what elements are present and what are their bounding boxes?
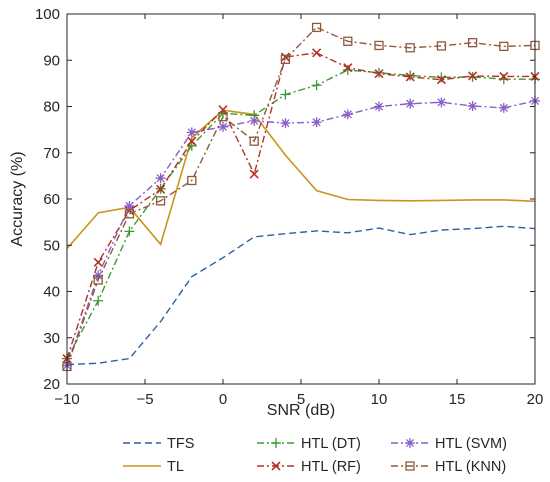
- ticks-layer: −10 −5 0 5 10 15 20 20 30 40 50 60 70 80 90 100: [35, 6, 543, 408]
- y-tick-label-2: 40: [43, 284, 60, 301]
- series-3-point-6: [249, 169, 259, 179]
- legend-marker-4: [405, 438, 415, 448]
- series-4-point-10: [374, 101, 384, 112]
- legend-marker-5: [405, 461, 415, 471]
- series-3-point-11: [405, 72, 415, 82]
- series-5-point-10: [374, 40, 384, 51]
- series-5-point-13: [467, 38, 478, 48]
- y-tick-label-1: 30: [43, 330, 60, 347]
- series-2-point-1: [93, 295, 104, 306]
- legend-entry-3: HTL (RF): [257, 459, 361, 475]
- series-3-point-9: [343, 63, 353, 73]
- series-5-point-14: [499, 41, 509, 52]
- series-3-point-14: [499, 71, 509, 82]
- series-5-point-5: [218, 112, 228, 122]
- y-tick-label-3: 50: [43, 237, 60, 254]
- legend-entry-1: TL: [123, 459, 184, 475]
- legend-label-0: TFS: [167, 436, 194, 452]
- series-3-point-10: [374, 69, 384, 79]
- series-4: [62, 95, 540, 371]
- series-4-point-14: [498, 102, 509, 113]
- series-5-point-4: [187, 175, 197, 186]
- series-layer: [62, 22, 540, 372]
- series-3-point-8: [312, 48, 322, 58]
- series-5-point-11: [405, 43, 415, 53]
- series-2-point-12: [436, 72, 447, 83]
- y-tick-label-0: 20: [43, 376, 60, 393]
- series-4-point-7: [280, 118, 291, 129]
- legend-marker-3: [271, 461, 281, 471]
- series-4-point-13: [467, 101, 478, 112]
- series-5-point-12: [436, 41, 447, 51]
- series-3-point-3: [156, 184, 166, 194]
- series-3-point-1: [93, 257, 103, 267]
- x-tick-label-1: −5: [136, 391, 153, 408]
- series-4-point-4: [186, 127, 197, 138]
- series-2-point-7: [280, 89, 291, 100]
- series-line-3: [66, 52, 535, 359]
- legend-label-2: HTL (DT): [301, 436, 361, 452]
- x-tick-label-4: 10: [371, 391, 388, 408]
- series-4-point-12: [436, 97, 447, 108]
- series-4-point-8: [311, 117, 322, 128]
- y-tick-label-5: 70: [43, 145, 60, 162]
- x-tick-label-2: 0: [219, 391, 227, 408]
- y-axis-label: Accuracy (%): [9, 151, 26, 246]
- x-tick-label-6: 20: [527, 391, 544, 408]
- legend-entry-4: HTL (SVM): [391, 436, 507, 452]
- legend-label-1: TL: [167, 459, 184, 475]
- series-5-point-7: [280, 54, 291, 64]
- x-axis-label: SNR (dB): [267, 402, 335, 419]
- series-2: [62, 64, 540, 364]
- series-5-point-1: [93, 275, 103, 285]
- legend-label-5: HTL (KNN): [435, 459, 506, 475]
- x-tick-label-3: 5: [297, 391, 305, 408]
- series-3-point-13: [468, 71, 478, 81]
- series-4-point-5: [218, 121, 228, 132]
- series-1: [66, 109, 536, 250]
- y-tick-label-8: 100: [35, 6, 60, 23]
- series-4-point-2: [124, 200, 135, 211]
- legend: TFS HTL (DT) HTL (SVM) TL HTL (RF) HTL (KNN): [123, 436, 507, 475]
- legend-marker-2: [271, 438, 281, 448]
- series-2-point-8: [311, 80, 322, 91]
- series-3-point-4: [187, 136, 197, 146]
- series-4-point-11: [405, 98, 416, 109]
- series-line-4: [66, 100, 536, 366]
- x-tick-label-5: 15: [449, 391, 466, 408]
- series-4-point-9: [342, 109, 353, 120]
- series-2-point-11: [405, 70, 416, 81]
- series-5: [62, 22, 540, 372]
- legend-entry-5: HTL (KNN): [391, 459, 506, 475]
- series-line-5: [66, 26, 536, 367]
- y-tick-label-4: 60: [43, 191, 60, 208]
- series-line-0: [66, 225, 536, 366]
- series-0: [66, 225, 536, 366]
- legend-entry-0: TFS: [123, 436, 194, 452]
- series-5-point-2: [124, 209, 135, 219]
- series-line-2: [66, 69, 535, 359]
- legend-label-3: HTL (RF): [301, 459, 361, 475]
- series-4-point-3: [155, 173, 166, 184]
- legend-label-4: HTL (SVM): [435, 436, 507, 452]
- series-5-point-6: [249, 136, 259, 146]
- series-line-1: [66, 109, 536, 250]
- legend-entry-2: HTL (DT): [257, 436, 361, 452]
- series-4-point-6: [249, 115, 260, 126]
- series-3-point-12: [436, 75, 446, 85]
- series-5-point-9: [343, 36, 353, 46]
- series-2-point-2: [124, 226, 135, 237]
- y-tick-label-6: 80: [43, 99, 60, 116]
- x-tick-label-0: −10: [54, 391, 79, 408]
- series-3-point-7: [280, 52, 290, 62]
- y-tick-label-7: 90: [43, 52, 60, 69]
- series-5-point-8: [311, 22, 322, 33]
- series-5-point-3: [155, 196, 166, 206]
